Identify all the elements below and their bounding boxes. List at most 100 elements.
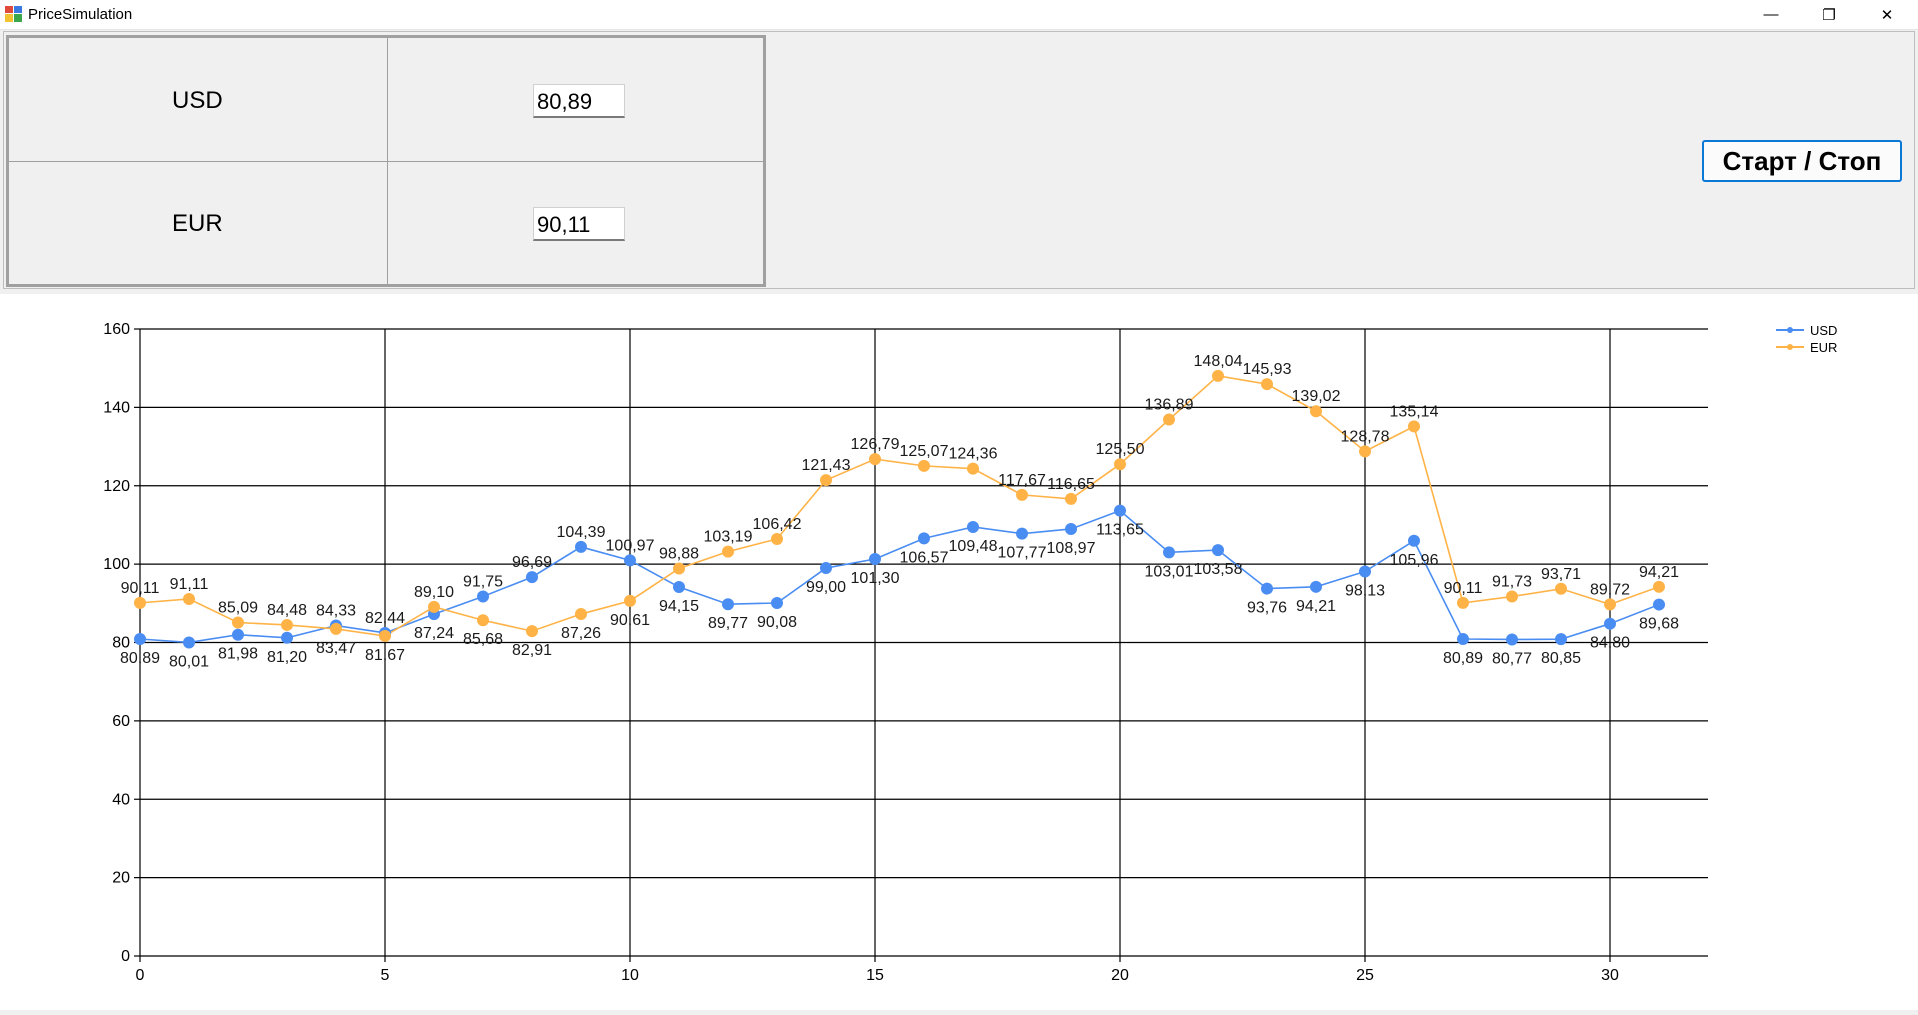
data-label-eur: 89,72 — [1590, 581, 1630, 598]
data-point-eur — [183, 592, 195, 605]
data-point-eur — [575, 608, 587, 621]
data-label-usd: 101,30 — [851, 570, 900, 587]
y-tick-label: 40 — [112, 791, 130, 808]
maximize-button[interactable]: ❐ — [1800, 0, 1858, 29]
data-point-usd — [1163, 546, 1175, 559]
restore-icon: ❐ — [1822, 6, 1836, 24]
data-point-usd — [1457, 633, 1469, 646]
data-label-usd: 109,48 — [949, 538, 998, 555]
data-point-usd — [967, 520, 979, 533]
data-label-usd: 93,76 — [1247, 600, 1287, 617]
data-point-usd — [1604, 617, 1616, 630]
data-label-eur: 90,11 — [1444, 580, 1483, 597]
legend-label-eur: EUR — [1810, 340, 1837, 355]
usd-value-field[interactable]: 80,89 — [533, 84, 625, 118]
data-label-eur: 81,67 — [365, 647, 405, 664]
chart-area: 0 20 40 60 80 100 120 140 160 0 5 10 15 20 25 30 80,89 90… — [0, 294, 1918, 1010]
data-label-eur: 121,43 — [802, 457, 851, 474]
data-label-eur: 125,07 — [900, 443, 949, 460]
data-point-usd — [771, 596, 783, 609]
data-point-eur — [624, 594, 636, 607]
data-label-usd: 100,97 — [606, 537, 655, 554]
x-tick-label: 25 — [1356, 967, 1374, 984]
data-point-usd — [1261, 582, 1273, 595]
data-label-usd: 87,24 — [414, 625, 454, 642]
data-label-eur: 124,36 — [949, 446, 998, 463]
eur-label: EUR — [172, 210, 223, 237]
data-point-eur — [869, 453, 881, 466]
y-tick-label: 60 — [112, 713, 130, 730]
minimize-button[interactable]: — — [1742, 0, 1800, 29]
data-label-usd: 106,57 — [900, 549, 949, 566]
data-point-usd — [1016, 527, 1028, 540]
data-point-eur — [1212, 369, 1224, 382]
series-line-eur — [139, 375, 1660, 637]
data-point-eur — [477, 614, 489, 627]
data-point-eur — [1555, 582, 1567, 595]
data-point-usd — [820, 562, 832, 575]
data-label-usd: 80,89 — [120, 650, 160, 667]
data-label-eur: 117,67 — [998, 472, 1046, 489]
data-point-eur — [1653, 580, 1665, 593]
data-point-eur — [1261, 378, 1273, 391]
x-tick-label: 5 — [381, 967, 390, 984]
y-tick-label: 120 — [103, 478, 130, 495]
data-point-eur — [281, 618, 293, 631]
window-title: PriceSimulation — [28, 6, 133, 23]
data-point-eur — [1114, 458, 1126, 471]
data-label-usd: 98,13 — [1345, 582, 1385, 599]
data-label-eur: 116,65 — [1047, 476, 1095, 493]
data-point-usd — [1653, 598, 1665, 611]
data-label-usd: 81,20 — [267, 649, 307, 666]
data-label-eur: 125,50 — [1096, 441, 1145, 458]
eur-value-field[interactable]: 90,11 — [533, 207, 625, 241]
data-point-eur — [1310, 405, 1322, 418]
data-label-usd: 89,77 — [708, 615, 748, 632]
data-label-usd: 84,33 — [316, 603, 356, 620]
data-point-eur — [820, 474, 832, 487]
data-label-eur: 135,14 — [1390, 403, 1439, 420]
data-point-usd — [918, 532, 930, 545]
data-label-eur: 91,11 — [170, 576, 209, 593]
data-point-usd — [575, 540, 587, 553]
data-label-usd: 90,08 — [757, 614, 797, 631]
data-label-usd: 107,77 — [998, 545, 1047, 562]
data-label-usd: 91,75 — [463, 573, 503, 590]
usd-label: USD — [172, 87, 223, 114]
data-label-eur: 145,93 — [1243, 361, 1292, 378]
data-label-usd: 99,00 — [806, 579, 846, 596]
y-tick-label: 80 — [112, 635, 130, 652]
x-tick-label: 10 — [621, 967, 639, 984]
data-label-usd: 82,44 — [365, 610, 405, 627]
y-tick-label: 0 — [121, 948, 130, 965]
data-label-eur: 91,73 — [1492, 574, 1532, 591]
data-point-eur — [771, 532, 783, 545]
data-point-usd — [1555, 633, 1567, 646]
x-tick-label: 0 — [136, 967, 145, 984]
data-point-eur — [379, 629, 391, 642]
data-point-eur — [134, 596, 146, 609]
close-icon: ✕ — [1880, 6, 1894, 24]
data-label-usd: 96,69 — [512, 554, 552, 571]
legend-marker-eur — [1787, 344, 1793, 350]
x-tick-label: 15 — [866, 967, 884, 984]
eur-label-cell: EUR — [8, 161, 388, 285]
data-label-eur: 82,91 — [512, 642, 552, 659]
x-tick-label: 20 — [1111, 967, 1129, 984]
y-tick-label: 160 — [103, 321, 130, 338]
data-label-usd: 94,21 — [1296, 598, 1336, 615]
data-label-eur: 85,68 — [463, 631, 503, 648]
start-stop-button[interactable]: Старт / Стоп — [1702, 140, 1902, 182]
data-label-usd: 103,01 — [1145, 563, 1194, 580]
data-point-usd — [1359, 565, 1371, 578]
app-icon — [5, 6, 22, 22]
legend-marker-usd — [1787, 327, 1793, 333]
data-point-usd — [281, 631, 293, 644]
data-point-eur — [1016, 488, 1028, 501]
data-label-eur: 94,21 — [1639, 564, 1679, 581]
data-point-usd — [624, 554, 636, 567]
data-point-usd — [1114, 504, 1126, 517]
data-label-usd: 81,98 — [218, 646, 258, 663]
data-label-usd: 80,01 — [169, 653, 209, 670]
close-button[interactable]: ✕ — [1858, 0, 1916, 29]
